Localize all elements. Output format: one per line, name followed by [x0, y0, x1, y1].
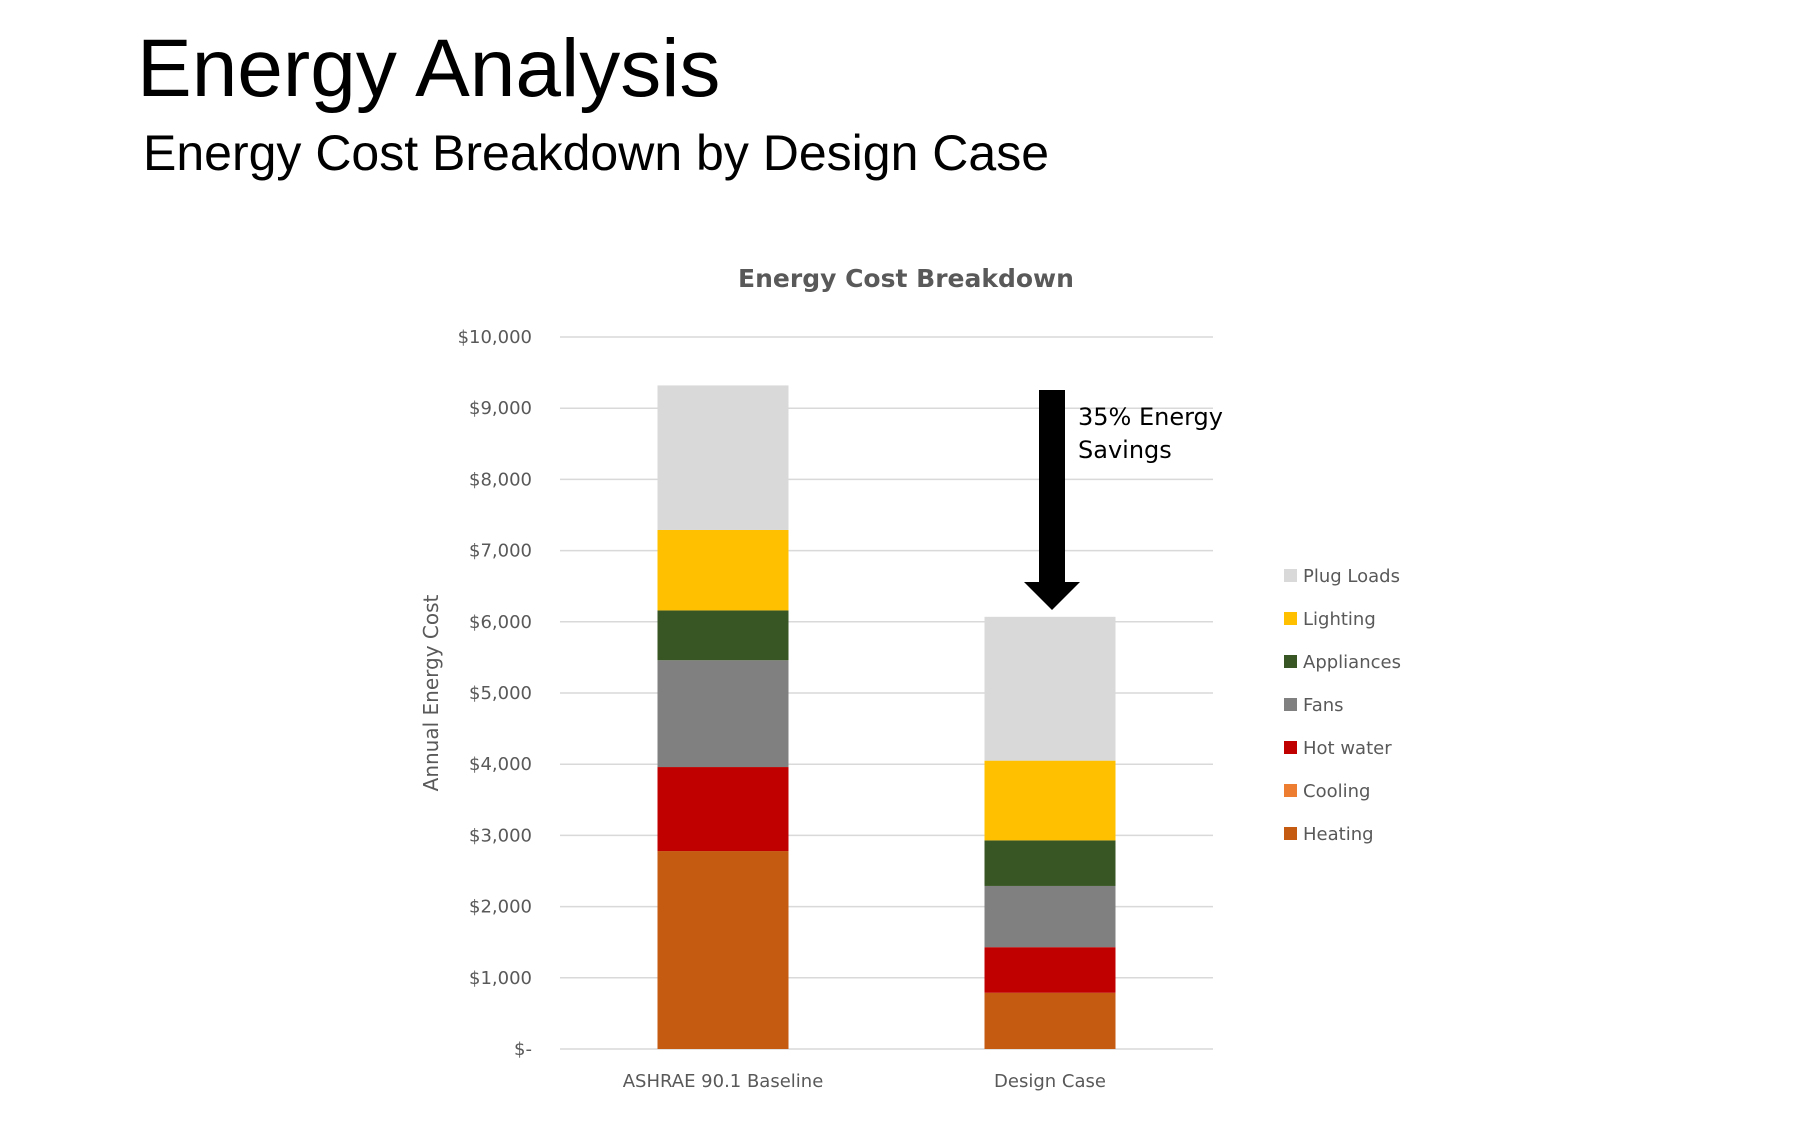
y-tick-label: $1,000 [469, 968, 532, 989]
legend-swatch [1284, 612, 1297, 625]
bar-segment-hot-water [984, 947, 1116, 993]
legend-label: Fans [1303, 695, 1344, 716]
legend-swatch [1284, 655, 1297, 668]
y-tick-label: $9,000 [469, 398, 532, 419]
bar-segment-appliances [984, 840, 1116, 886]
annotation-line-1: 35% Energy [1078, 403, 1223, 431]
y-tick-label: $6,000 [469, 612, 532, 633]
savings-annotation: 35% Energy Savings [1024, 390, 1223, 610]
savings-arrow-head [1024, 582, 1080, 610]
bar-segment-appliances [657, 610, 789, 661]
x-category-label: Design Case [994, 1071, 1106, 1092]
y-tick-label: $5,000 [469, 683, 532, 704]
bar-segment-fans [984, 885, 1116, 948]
x-category-label: ASHRAE 90.1 Baseline [623, 1071, 824, 1092]
y-axis-label: Annual Energy Cost [419, 594, 443, 791]
bar-segment-fans [657, 660, 789, 768]
x-axis-categories: ASHRAE 90.1 Baseline Design Case [623, 1071, 1106, 1092]
bar-segment-plug-loads [657, 385, 789, 530]
y-tick-label: $10,000 [458, 327, 532, 348]
legend-label: Cooling [1303, 781, 1370, 802]
y-tick-label: $- [514, 1039, 532, 1060]
legend-swatch [1284, 784, 1297, 797]
savings-arrow-shaft [1039, 390, 1065, 582]
bar-segment-heating [984, 992, 1116, 1049]
y-tick-label: $3,000 [469, 825, 532, 846]
bar-segment-lighting [657, 529, 789, 611]
slide-subtitle: Energy Cost Breakdown by Design Case [143, 125, 1050, 181]
slide-title: Energy Analysis [137, 23, 721, 114]
y-tick-label: $7,000 [469, 541, 532, 562]
bar-segment-heating [657, 851, 789, 1049]
y-tick-label: $4,000 [469, 754, 532, 775]
annotation-line-2: Savings [1078, 436, 1172, 464]
legend-swatch [1284, 569, 1297, 582]
legend-swatch [1284, 698, 1297, 711]
legend-label: Hot water [1303, 738, 1392, 759]
bar-segment-plug-loads [984, 616, 1116, 761]
legend-swatch [1284, 741, 1297, 754]
chart-title: Energy Cost Breakdown [738, 264, 1074, 293]
bar-segment-lighting [984, 760, 1116, 841]
stacked-bars [657, 385, 1116, 1049]
y-tick-label: $2,000 [469, 897, 532, 918]
bar-segment-hot-water [657, 767, 789, 852]
legend-label: Plug Loads [1303, 566, 1400, 587]
legend-label: Lighting [1303, 609, 1376, 630]
legend-label: Appliances [1303, 652, 1401, 673]
legend-swatch [1284, 827, 1297, 840]
legend: Plug Loads Lighting Appliances Fans Hot wate… [1284, 566, 1401, 845]
legend-label: Heating [1303, 824, 1374, 845]
y-axis-ticks: $- $1,000 $2,000 $3,000 $4,000 $5,000 $6,000 $7… [458, 327, 532, 1060]
y-tick-label: $8,000 [469, 469, 532, 490]
